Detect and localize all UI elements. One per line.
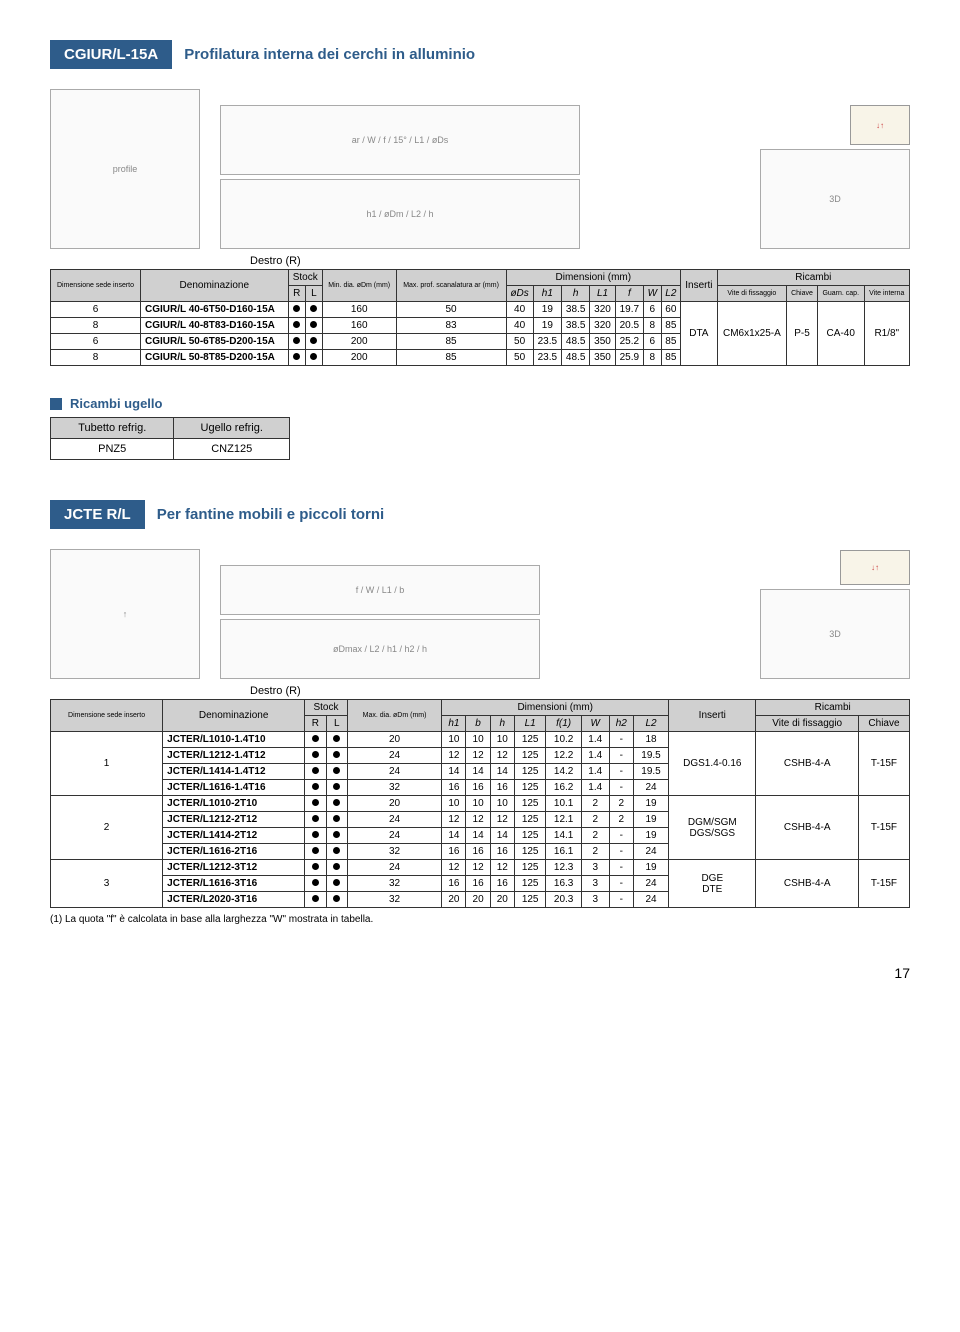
ugello-header: Ricambi ugello [50, 396, 910, 411]
th-L1: L1 [590, 286, 615, 302]
th-ricambi: Ricambi [717, 270, 909, 286]
table-row: 2JCTER/L1010-2T102010101012510.12219DGM/… [51, 796, 910, 812]
ug-h2: Ugello refrig. [174, 418, 290, 439]
section2-diagrams: ↑ f / W / L1 / b øDmax / L2 / h1 / h2 / … [50, 549, 910, 679]
tool-side-view: h1 / øDm / L2 / h [220, 179, 580, 249]
th-denom: Denominazione [140, 270, 288, 302]
profile-diagram: profile [50, 89, 200, 249]
th2-R: R [305, 716, 327, 732]
blue-square-icon [50, 398, 62, 410]
section1-table: Dimensione sede inserto Denominazione St… [50, 269, 910, 366]
th2-stock: Stock [305, 700, 348, 716]
section2-code: JCTE R/L [50, 500, 145, 529]
ug-v1: PNZ5 [51, 439, 174, 460]
th2-b: b [466, 716, 490, 732]
tool-3d-render: 3D [760, 149, 910, 249]
ug-v2: CNZ125 [174, 439, 290, 460]
th-L2: L2 [661, 286, 680, 302]
th2-L1: L1 [514, 716, 546, 732]
th-h1: h1 [533, 286, 561, 302]
th-stock: Stock [288, 270, 322, 286]
th2-L2: L2 [633, 716, 668, 732]
th2-inserti: Inserti [669, 700, 756, 732]
th2-f1: f(1) [546, 716, 581, 732]
th2-vite: Vite di fissaggio [756, 716, 859, 732]
th2-ricambi: Ricambi [756, 700, 910, 716]
th2-L: L [326, 716, 347, 732]
ugello-table: Tubetto refrig.Ugello refrig. PNZ5CNZ125 [50, 417, 290, 460]
th-vint: Vite interna [864, 286, 909, 302]
th2-dimensioni: Dimensioni (mm) [442, 700, 669, 716]
th-R: R [288, 286, 305, 302]
th-max-prof: Max. prof. scanalatura ar (mm) [396, 270, 506, 302]
section2-header: JCTE R/L Per fantine mobili e piccoli to… [50, 500, 910, 529]
destro-label-1: Destro (R) [250, 255, 910, 267]
direction-icon: ↓↑ [850, 105, 910, 145]
table-row: 1JCTER/L1010-1.4T102010101012510.21.4-18… [51, 732, 910, 748]
section2-title: Per fantine mobili e piccoli torni [157, 506, 385, 523]
th2-dim-sede: Dimensione sede inserto [51, 700, 163, 732]
th2-chiave: Chiave [858, 716, 909, 732]
destro-label-2: Destro (R) [250, 685, 910, 697]
section1-title: Profilatura interna dei cerchi in allumi… [184, 46, 475, 63]
th-dimensioni: Dimensioni (mm) [506, 270, 680, 286]
section1-diagrams: profile ar / W / f / 15° / L1 / øDs h1 /… [50, 89, 910, 249]
th-f: f [615, 286, 643, 302]
tool-top-view: ar / W / f / 15° / L1 / øDs [220, 105, 580, 175]
section1-header: CGIUR/L-15A Profilatura interna dei cerc… [50, 40, 910, 69]
th-inserti: Inserti [681, 270, 718, 302]
ugello-title: Ricambi ugello [70, 396, 162, 411]
tool2-3d: 3D [760, 589, 910, 679]
page-number: 17 [50, 965, 910, 981]
table-row: 6CGIUR/L 40-6T50-D160-15A16050401938.532… [51, 302, 910, 318]
th-chiave: Chiave [787, 286, 818, 302]
cutting-diagram: ↑ [50, 549, 200, 679]
th2-max-dia: Max. dia. øDm (mm) [347, 700, 441, 732]
th2-h: h [490, 716, 514, 732]
th2-denom: Denominazione [163, 700, 305, 732]
section2-table: Dimensione sede inserto Denominazione St… [50, 699, 910, 908]
th-L: L [305, 286, 322, 302]
th-vite: Vite di fissaggio [717, 286, 786, 302]
th2-W: W [581, 716, 609, 732]
tool2-side: øDmax / L2 / h1 / h2 / h [220, 619, 540, 679]
direction-icon-2: ↓↑ [840, 550, 910, 585]
th-W: W [644, 286, 662, 302]
th-min-dia: Min. dia. øDm (mm) [322, 270, 396, 302]
th2-h1: h1 [442, 716, 466, 732]
th2-h2: h2 [609, 716, 633, 732]
th-dim-sede: Dimensione sede inserto [51, 270, 141, 302]
th-guarn: Guarn. cap. [817, 286, 864, 302]
table-row: 3JCTER/L1212-3T122412121212512.33-19DGE … [51, 860, 910, 876]
section1-code: CGIUR/L-15A [50, 40, 172, 69]
tool2-top: f / W / L1 / b [220, 565, 540, 615]
footnote: (1) La quota "f" è calcolata in base all… [50, 914, 910, 925]
th-h: h [562, 286, 590, 302]
th-ods: øDs [506, 286, 533, 302]
ug-h1: Tubetto refrig. [51, 418, 174, 439]
